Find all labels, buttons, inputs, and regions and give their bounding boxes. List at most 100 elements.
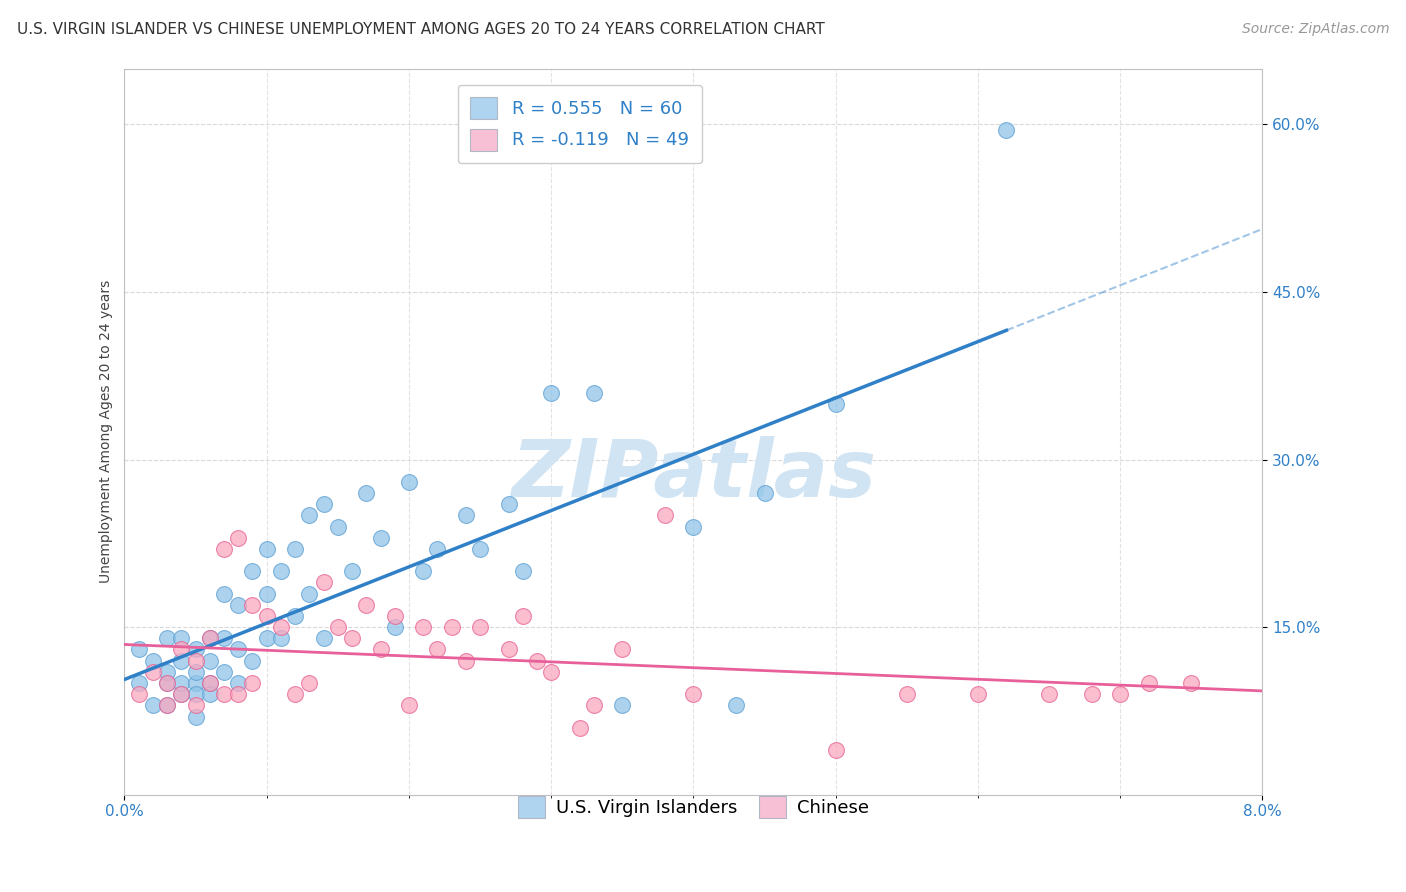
Point: [1081, 687, 1104, 701]
Point: [270, 564, 292, 578]
Point: [896, 687, 918, 701]
Point: [198, 676, 221, 690]
Point: [824, 397, 846, 411]
Point: [298, 587, 321, 601]
Point: [212, 541, 235, 556]
Point: [156, 698, 179, 713]
Point: [212, 632, 235, 646]
Point: [412, 564, 434, 578]
Text: Source: ZipAtlas.com: Source: ZipAtlas.com: [1241, 22, 1389, 37]
Point: [128, 642, 150, 657]
Point: [184, 665, 207, 679]
Point: [384, 609, 406, 624]
Point: [156, 632, 179, 646]
Point: [568, 721, 591, 735]
Point: [582, 385, 605, 400]
Point: [184, 709, 207, 723]
Legend: U.S. Virgin Islanders, Chinese: U.S. Virgin Islanders, Chinese: [510, 789, 876, 826]
Point: [340, 632, 363, 646]
Point: [198, 654, 221, 668]
Point: [256, 541, 278, 556]
Point: [398, 475, 420, 489]
Text: U.S. VIRGIN ISLANDER VS CHINESE UNEMPLOYMENT AMONG AGES 20 TO 24 YEARS CORRELATI: U.S. VIRGIN ISLANDER VS CHINESE UNEMPLOY…: [17, 22, 825, 37]
Point: [170, 632, 193, 646]
Point: [426, 642, 449, 657]
Point: [184, 642, 207, 657]
Point: [370, 531, 392, 545]
Point: [512, 609, 534, 624]
Point: [1137, 676, 1160, 690]
Point: [468, 541, 491, 556]
Point: [226, 676, 249, 690]
Point: [326, 620, 349, 634]
Point: [454, 654, 477, 668]
Point: [142, 698, 165, 713]
Point: [226, 598, 249, 612]
Point: [184, 654, 207, 668]
Point: [412, 620, 434, 634]
Point: [312, 632, 335, 646]
Point: [612, 642, 634, 657]
Point: [156, 665, 179, 679]
Point: [128, 676, 150, 690]
Point: [256, 632, 278, 646]
Point: [212, 687, 235, 701]
Point: [270, 632, 292, 646]
Point: [654, 508, 676, 523]
Point: [156, 698, 179, 713]
Point: [356, 486, 378, 500]
Point: [312, 575, 335, 590]
Point: [284, 541, 307, 556]
Point: [540, 385, 562, 400]
Point: [1038, 687, 1060, 701]
Point: [384, 620, 406, 634]
Point: [312, 497, 335, 511]
Point: [995, 123, 1018, 137]
Point: [284, 687, 307, 701]
Point: [184, 687, 207, 701]
Text: ZIPatlas: ZIPatlas: [510, 436, 876, 514]
Point: [1180, 676, 1202, 690]
Y-axis label: Unemployment Among Ages 20 to 24 years: Unemployment Among Ages 20 to 24 years: [100, 280, 114, 583]
Point: [242, 654, 264, 668]
Point: [454, 508, 477, 523]
Point: [156, 676, 179, 690]
Point: [242, 676, 264, 690]
Point: [468, 620, 491, 634]
Point: [198, 632, 221, 646]
Point: [754, 486, 776, 500]
Point: [226, 642, 249, 657]
Point: [212, 665, 235, 679]
Point: [198, 687, 221, 701]
Point: [725, 698, 748, 713]
Point: [540, 665, 562, 679]
Point: [967, 687, 990, 701]
Point: [298, 676, 321, 690]
Point: [170, 676, 193, 690]
Point: [184, 676, 207, 690]
Point: [512, 564, 534, 578]
Point: [170, 642, 193, 657]
Point: [426, 541, 449, 556]
Point: [298, 508, 321, 523]
Point: [526, 654, 548, 668]
Point: [682, 519, 704, 533]
Point: [370, 642, 392, 657]
Point: [256, 609, 278, 624]
Point: [170, 654, 193, 668]
Point: [184, 698, 207, 713]
Point: [612, 698, 634, 713]
Point: [1109, 687, 1132, 701]
Point: [142, 654, 165, 668]
Point: [142, 665, 165, 679]
Point: [198, 632, 221, 646]
Point: [582, 698, 605, 713]
Point: [242, 564, 264, 578]
Point: [256, 587, 278, 601]
Point: [170, 687, 193, 701]
Point: [270, 620, 292, 634]
Point: [212, 587, 235, 601]
Point: [242, 598, 264, 612]
Point: [356, 598, 378, 612]
Point: [498, 497, 520, 511]
